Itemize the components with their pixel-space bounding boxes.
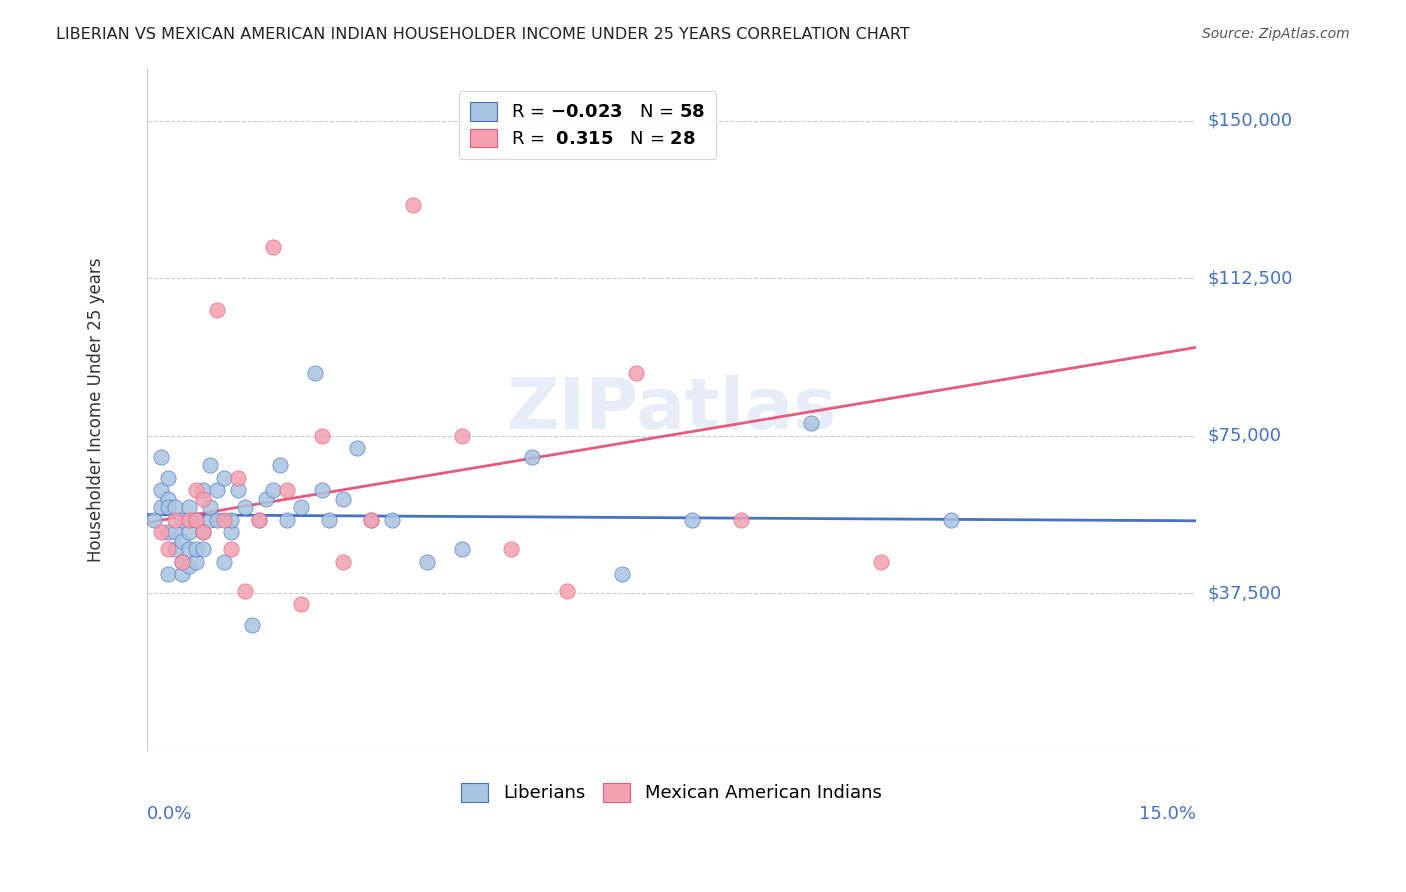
Point xyxy=(360,513,382,527)
Point xyxy=(304,366,326,380)
Point xyxy=(177,542,200,557)
Point xyxy=(156,567,179,582)
Point xyxy=(612,567,634,582)
Point xyxy=(191,542,214,557)
Point xyxy=(205,302,228,317)
Point xyxy=(226,471,249,485)
Point xyxy=(191,525,214,540)
Point xyxy=(219,525,242,540)
Point xyxy=(240,617,263,632)
Point xyxy=(163,513,186,527)
Point xyxy=(332,555,354,569)
Point xyxy=(212,555,235,569)
Text: 15.0%: 15.0% xyxy=(1139,805,1197,823)
Point xyxy=(311,483,333,498)
Point xyxy=(318,513,340,527)
Point xyxy=(177,500,200,515)
Point xyxy=(415,555,437,569)
Text: $37,500: $37,500 xyxy=(1208,584,1281,602)
Point xyxy=(191,525,214,540)
Point xyxy=(149,450,172,464)
Point xyxy=(212,513,235,527)
Text: $150,000: $150,000 xyxy=(1208,112,1292,130)
Point xyxy=(276,513,298,527)
Point xyxy=(450,429,472,443)
Point xyxy=(247,513,270,527)
Point xyxy=(262,483,284,498)
Point xyxy=(381,513,404,527)
Point xyxy=(177,525,200,540)
Point xyxy=(205,513,228,527)
Point xyxy=(290,500,312,515)
Point xyxy=(360,513,382,527)
Point xyxy=(219,542,242,557)
Point xyxy=(212,471,235,485)
Point xyxy=(191,483,214,498)
Point xyxy=(290,597,312,611)
Point xyxy=(198,500,221,515)
Point xyxy=(730,513,752,527)
Point xyxy=(219,513,242,527)
Text: $112,500: $112,500 xyxy=(1208,269,1292,287)
Point xyxy=(170,555,193,569)
Point xyxy=(163,525,186,540)
Point xyxy=(233,500,256,515)
Point xyxy=(198,513,221,527)
Point xyxy=(170,533,193,548)
Point xyxy=(156,471,179,485)
Text: Householder Income Under 25 years: Householder Income Under 25 years xyxy=(87,257,105,562)
Point xyxy=(149,525,172,540)
Legend: Liberians, Mexican American Indians: Liberians, Mexican American Indians xyxy=(454,776,889,810)
Point xyxy=(233,584,256,599)
Point xyxy=(205,483,228,498)
Point xyxy=(156,525,179,540)
Point xyxy=(163,500,186,515)
Point xyxy=(184,513,207,527)
Point xyxy=(332,491,354,506)
Point xyxy=(941,513,963,527)
Point xyxy=(346,442,368,456)
Point xyxy=(870,555,893,569)
Text: $75,000: $75,000 xyxy=(1208,426,1281,445)
Point xyxy=(156,500,179,515)
Point xyxy=(450,542,472,557)
Point xyxy=(184,555,207,569)
Point xyxy=(149,483,172,498)
Point xyxy=(184,483,207,498)
Text: ZIPatlas: ZIPatlas xyxy=(506,375,837,444)
Point xyxy=(191,491,214,506)
Point xyxy=(401,198,423,212)
Point xyxy=(247,513,270,527)
Point xyxy=(269,458,291,472)
Point xyxy=(681,513,703,527)
Point xyxy=(170,555,193,569)
Point xyxy=(156,491,179,506)
Point xyxy=(800,416,823,430)
Point xyxy=(156,542,179,557)
Point xyxy=(170,513,193,527)
Point xyxy=(177,513,200,527)
Point xyxy=(149,500,172,515)
Point xyxy=(184,542,207,557)
Point xyxy=(198,458,221,472)
Point xyxy=(276,483,298,498)
Text: 0.0%: 0.0% xyxy=(146,805,193,823)
Text: LIBERIAN VS MEXICAN AMERICAN INDIAN HOUSEHOLDER INCOME UNDER 25 YEARS CORRELATIO: LIBERIAN VS MEXICAN AMERICAN INDIAN HOUS… xyxy=(56,27,910,42)
Point xyxy=(142,513,165,527)
Point xyxy=(626,366,648,380)
Point xyxy=(170,567,193,582)
Point xyxy=(163,542,186,557)
Point xyxy=(311,429,333,443)
Point xyxy=(262,240,284,254)
Point xyxy=(184,513,207,527)
Point xyxy=(226,483,249,498)
Point xyxy=(499,542,522,557)
Point xyxy=(520,450,543,464)
Point xyxy=(177,558,200,573)
Point xyxy=(555,584,578,599)
Text: Source: ZipAtlas.com: Source: ZipAtlas.com xyxy=(1202,27,1350,41)
Point xyxy=(254,491,277,506)
